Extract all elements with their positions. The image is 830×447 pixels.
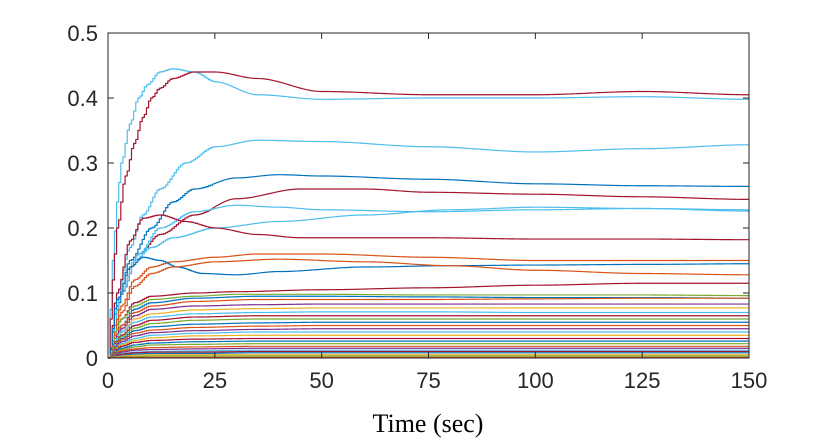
series-line-1 <box>108 68 749 359</box>
series-line-19 <box>108 315 749 359</box>
series-line-9 <box>108 253 749 359</box>
x-tick-label: 75 <box>416 368 440 393</box>
series-line-12 <box>108 282 749 359</box>
x-tick-label: 150 <box>731 368 768 393</box>
y-tick-label: 0.2 <box>67 216 98 241</box>
series-line-17 <box>108 307 749 359</box>
series-line-36 <box>108 356 749 359</box>
series-line-29 <box>108 345 749 359</box>
y-tick-label: 0.4 <box>67 86 98 111</box>
x-tick-label: 25 <box>203 368 227 393</box>
y-tick-label: 0.1 <box>67 281 98 306</box>
tick-layer: 0 25 50 75 100 125 150 0 0.1 0.2 0.3 0.4 0.5 <box>67 21 767 393</box>
x-axis-title: Time (sec) <box>373 409 484 438</box>
series-line-16 <box>108 303 749 359</box>
series-line-4 <box>108 174 749 359</box>
series-line-15 <box>108 297 749 359</box>
series-line-11 <box>108 258 749 359</box>
series-line-27 <box>108 340 749 359</box>
x-tick-label: 50 <box>309 368 333 393</box>
series-line-20 <box>108 318 749 359</box>
series-line-10 <box>108 256 749 359</box>
series-line-18 <box>108 311 749 359</box>
series-line-7 <box>108 206 749 359</box>
series-line-28 <box>108 343 749 359</box>
y-tick-label: 0 <box>86 346 98 371</box>
series-line-24 <box>108 331 749 359</box>
series-line-33 <box>108 352 749 359</box>
series-line-2 <box>108 71 749 359</box>
series-line-23 <box>108 328 749 359</box>
series-line-21 <box>108 321 749 359</box>
series-line-5 <box>108 188 749 359</box>
series-line-30 <box>108 347 749 359</box>
series-line-14 <box>108 295 749 359</box>
series-line-22 <box>108 324 749 359</box>
series-line-32 <box>108 350 749 359</box>
y-tick-label: 0.3 <box>67 151 98 176</box>
series-line-25 <box>108 334 749 359</box>
series-line-3 <box>108 139 749 359</box>
y-tick-label: 0.5 <box>67 21 98 46</box>
series-line-34 <box>108 354 749 359</box>
series-line-8 <box>108 214 749 359</box>
x-tick-label: 100 <box>517 368 554 393</box>
series-layer <box>108 68 749 359</box>
series-line-31 <box>108 349 749 359</box>
x-tick-label: 0 <box>102 368 114 393</box>
x-tick-label: 125 <box>624 368 661 393</box>
series-line-35 <box>108 355 749 359</box>
series-line-13 <box>108 293 749 359</box>
series-line-26 <box>108 337 749 359</box>
